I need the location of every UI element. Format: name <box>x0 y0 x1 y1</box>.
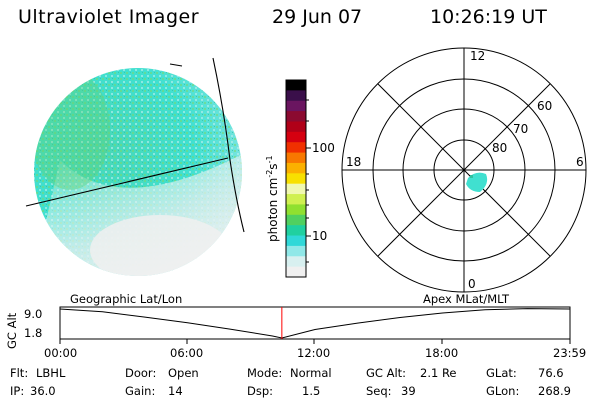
status-dsp-value: 1.5 <box>302 384 320 398</box>
gc-alt-axis-label: GC Alt <box>5 312 19 349</box>
mlt-label-12: 12 <box>470 49 485 63</box>
apex-mlat-mlt-label: Apex MLat/MLT <box>423 292 510 306</box>
colorbar-band <box>286 131 306 143</box>
image-time: 10:26:19 UT <box>430 6 547 28</box>
terminator-line <box>25 157 229 207</box>
colorbar-band <box>286 256 306 268</box>
mlt-label-0: 0 <box>468 277 476 291</box>
status-seq-value: 39 <box>401 384 416 398</box>
lat-label-70: 70 <box>513 122 528 136</box>
image-date: 29 Jun 07 <box>272 6 363 28</box>
colorbar-unit-label: photon cm-2s-1 <box>265 155 280 242</box>
x-tick-1200: 12:00 <box>297 346 330 360</box>
lat-label-80: 80 <box>492 141 507 155</box>
colorbar <box>286 80 306 278</box>
colorbar-band <box>286 90 306 102</box>
colorbar-band <box>286 162 306 174</box>
x-tick-1800: 18:00 <box>425 346 458 360</box>
status-gcalt-value: 2.1 Re <box>420 366 457 380</box>
colorbar-band <box>286 194 306 205</box>
status-flt-key: Flt: <box>10 366 28 380</box>
status-glat-value: 76.6 <box>538 366 564 380</box>
status-gcalt-key: GC Alt: <box>366 366 406 380</box>
colorbar-tick-100: 100 <box>312 141 335 155</box>
colorbar-band <box>286 111 306 122</box>
x-tick-0000: 00:00 <box>44 346 77 360</box>
mlt-label-18: 18 <box>346 155 361 169</box>
status-glon-value: 268.9 <box>538 384 571 398</box>
limb-meridian-line <box>212 57 245 233</box>
auroral-pixel <box>470 175 473 178</box>
polar-mlat-mlt-plot <box>341 47 587 293</box>
altitude-curve <box>59 308 570 339</box>
colorbar-tick-10: 10 <box>312 229 327 243</box>
imager-title: Ultraviolet Imager <box>18 6 200 28</box>
colorbar-band <box>286 235 306 247</box>
colorbar-band <box>286 173 306 185</box>
status-panel: Flt: LBHL Door: Open Mode: Normal GC Alt… <box>10 366 571 398</box>
colorbar-band <box>286 183 306 195</box>
colorbar-band <box>286 142 306 154</box>
x-tick-0600: 06:00 <box>170 346 203 360</box>
x-tick-2359: 23:59 <box>553 346 586 360</box>
grid-tick <box>169 63 183 67</box>
status-ip-value: 36.0 <box>30 384 56 398</box>
colorbar-band <box>286 121 306 133</box>
altitude-strip-ticks <box>59 339 571 344</box>
colorbar-band <box>286 214 306 226</box>
status-glat-key: GLat: <box>486 366 517 380</box>
status-door-value: Open <box>168 366 199 380</box>
earth-uv-image <box>25 57 245 276</box>
y-tick-9: 9.0 <box>24 307 42 321</box>
status-seq-key: Seq: <box>366 384 392 398</box>
altitude-strip-frame <box>59 306 571 340</box>
colorbar-band <box>286 204 306 216</box>
colorbar-band <box>286 80 306 91</box>
status-mode-value: Normal <box>290 366 332 380</box>
colorbar-band <box>286 100 306 112</box>
status-mode-key: Mode: <box>247 366 282 380</box>
status-gain-value: 14 <box>168 384 183 398</box>
colorbar-band <box>286 225 306 237</box>
mlt-label-6: 6 <box>576 155 584 169</box>
status-ip-key: IP: <box>10 384 24 398</box>
y-tick-1-8: 1.8 <box>24 326 42 340</box>
status-flt-value: LBHL <box>36 366 66 380</box>
status-dsp-key: Dsp: <box>247 384 273 398</box>
geographic-latlon-label: Geographic Lat/Lon <box>70 292 182 306</box>
colorbar-band <box>286 152 306 164</box>
lat-label-60: 60 <box>537 99 552 113</box>
colorbar-ticks <box>306 99 311 263</box>
status-gain-key: Gain: <box>125 384 155 398</box>
status-glon-key: GLon: <box>486 384 519 398</box>
colorbar-band <box>286 245 306 257</box>
status-door-key: Door: <box>125 366 156 380</box>
colorbar-band <box>286 266 306 278</box>
